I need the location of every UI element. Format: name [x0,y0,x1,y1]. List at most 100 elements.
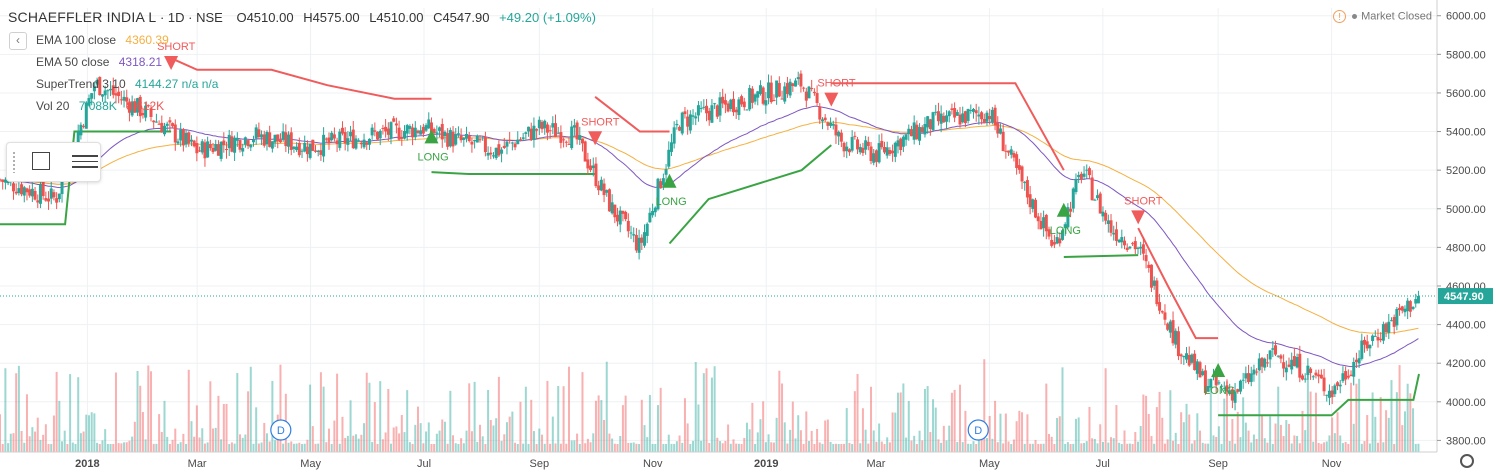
candle [1206,378,1210,393]
candle [438,126,442,138]
candle-body [820,119,824,122]
candle [394,117,398,134]
volume-bar [635,443,638,452]
candle [160,115,164,133]
candle-body [1063,224,1067,229]
candle-body [1163,312,1167,320]
candle-body [656,178,660,210]
candle-body [864,140,868,150]
candle [597,180,601,195]
candle [357,138,361,142]
candle [483,131,487,157]
volume-bar [1193,440,1196,452]
candle-body [888,149,892,155]
collapse-legend-button[interactable]: ‹ [9,32,27,50]
candle-body [532,125,536,141]
candle [535,128,539,139]
warning-icon[interactable]: ! [1333,10,1347,23]
candle [1344,366,1348,386]
candle [416,129,420,135]
candle [891,144,895,162]
candle-body [1098,193,1102,214]
candle [537,116,541,136]
candle [961,106,965,124]
lines-tool-icon[interactable] [72,152,98,172]
candle-body [861,147,865,154]
candle [1236,388,1240,394]
candle-body [597,185,601,191]
candle [22,185,26,203]
candle-body [885,147,889,156]
interval[interactable]: 1D [167,10,185,25]
candle [20,180,24,197]
candle [667,141,671,169]
candle [1166,322,1170,332]
candle [1303,373,1307,383]
indicator-ema50[interactable]: EMA 50 close 4318.21 [8,51,602,73]
dividend-marker[interactable]: D [270,419,292,441]
candle [249,143,253,151]
candle-body [939,113,943,124]
candle-body [230,136,234,152]
candle-body [265,131,269,145]
candle-body [750,88,754,103]
candle-body [467,135,471,142]
candle-body [572,125,576,128]
candle [133,98,137,113]
candle-body [305,146,309,155]
candle [1190,353,1194,365]
indicator-ema100[interactable]: EMA 100 close 4360.39 [8,29,602,51]
volume-bar [1131,443,1134,452]
candle-body [923,124,927,135]
candle-body [605,190,609,193]
candle [508,131,512,144]
indicator-volume[interactable]: Vol 20 7.088K 8.612K [8,95,602,117]
indicator-supertrend[interactable]: SuperTrend 3 10 4144.27 n/a n/a [8,73,602,95]
candle [637,229,641,260]
candle [551,116,555,135]
gear-icon[interactable] [1460,454,1474,468]
drag-handle-icon[interactable] [12,151,16,173]
candle [864,135,868,155]
candle [955,109,959,116]
volume-bar [799,430,802,452]
candle [338,128,342,151]
dividend-marker[interactable]: D [967,419,989,441]
volume-bar [891,412,894,452]
volume-bar [1207,443,1210,452]
volume-bar [433,443,436,452]
drawing-toolbar[interactable] [6,142,101,182]
candle [17,182,21,196]
candle-body [761,87,765,104]
candle [1131,241,1135,246]
candle-body [1077,175,1081,178]
candle [230,130,234,153]
candle-body [521,137,525,139]
volume-bar [406,390,409,452]
volume-bar [139,385,142,452]
candle [435,125,439,141]
volume-bar [975,443,978,452]
candle [1408,299,1412,318]
candle [273,134,277,147]
grid [0,8,1437,452]
volume-bar [20,431,23,452]
candle [826,121,830,131]
candle-body [17,188,21,194]
symbol-name[interactable]: SCHAEFFLER INDIA L [8,9,157,25]
candle-body [1376,337,1380,341]
volume-bar [1285,420,1288,452]
signal-label: SHORT [581,116,620,128]
volume-bar [1,443,4,452]
candle-body [715,105,719,117]
candle-body [632,234,636,236]
candle [1271,340,1275,358]
candle [1249,366,1253,387]
candle-body [270,141,274,149]
candle-body [1214,375,1218,386]
rectangle-tool-icon[interactable] [32,152,50,170]
signal-arrow-up-icon [1211,362,1226,377]
volume-bar [479,424,482,452]
